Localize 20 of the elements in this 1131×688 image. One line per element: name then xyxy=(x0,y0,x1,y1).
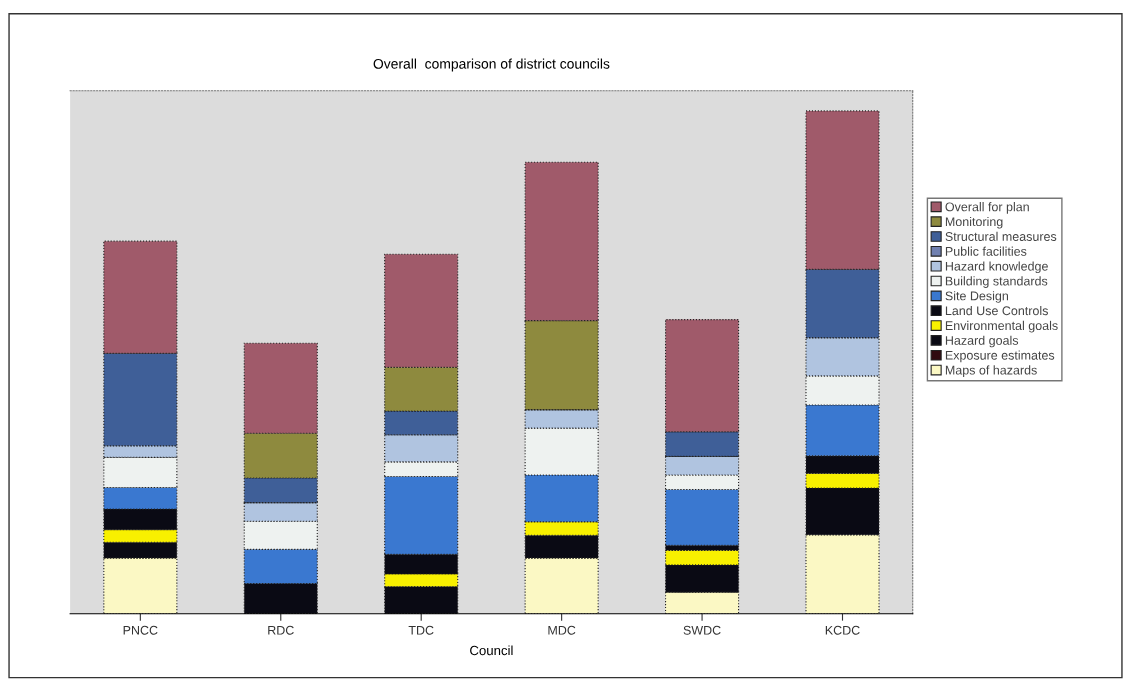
legend-label: Land Use Controls xyxy=(945,305,1048,316)
legend-label: Hazard goals xyxy=(945,335,1019,348)
legend-label: Environmental goals xyxy=(945,320,1058,333)
x-tick-label: MDC xyxy=(548,625,576,635)
x-axis-title: Council xyxy=(470,645,513,656)
legend-label: Structural measures xyxy=(945,231,1057,241)
legend-label: Maps of hazards xyxy=(945,365,1037,378)
legend-label: Exposure estimates xyxy=(945,350,1055,363)
legend-label: Public facilities xyxy=(945,246,1027,256)
x-tick-label: TDC xyxy=(408,625,434,635)
x-tick-label: SWDC xyxy=(683,625,721,635)
legend-label: Site Design xyxy=(945,291,1008,303)
legend-label: Building standards xyxy=(945,276,1048,288)
x-tick-label: PNCC xyxy=(123,625,158,635)
chart-title: Overall comparison of district councils xyxy=(373,58,610,72)
legend-label: Monitoring xyxy=(945,216,1003,229)
x-tick-label: RDC xyxy=(268,625,294,635)
legend-label: Hazard knowledge xyxy=(945,261,1048,274)
legend-label: Overall for plan xyxy=(945,202,1029,214)
x-tick-label: KCDC xyxy=(825,625,860,635)
